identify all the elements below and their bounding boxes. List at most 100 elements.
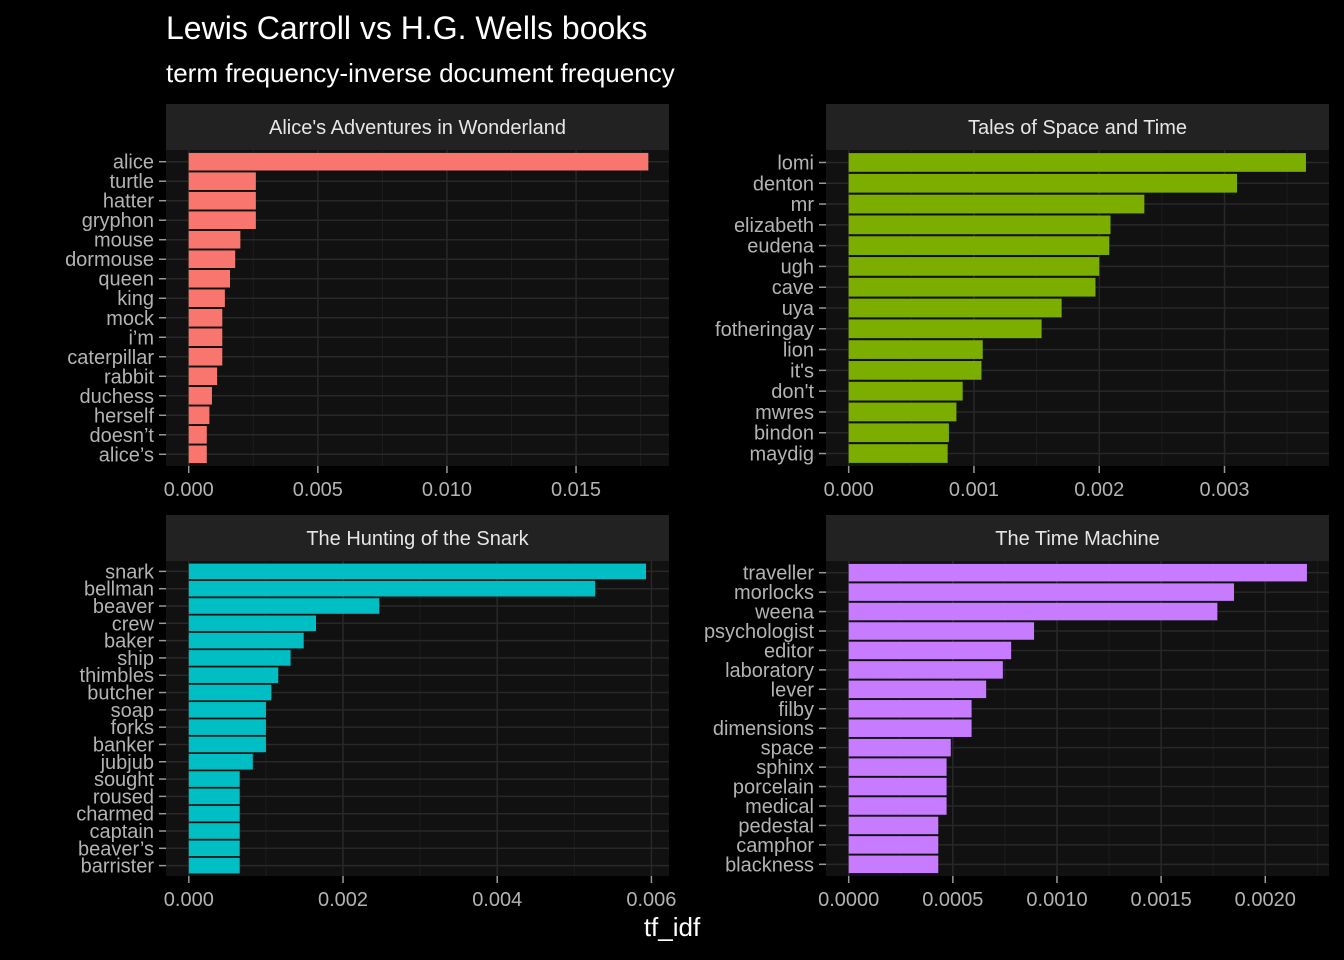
- y-tick-label: bellman: [84, 579, 154, 601]
- bar: [188, 598, 380, 614]
- facet-strip-title: The Time Machine: [995, 528, 1160, 550]
- bar: [848, 738, 951, 757]
- bar: [188, 445, 207, 464]
- bar: [188, 753, 253, 770]
- bar: [188, 771, 240, 787]
- y-tick-label: snark: [105, 561, 155, 583]
- y-tick-label: space: [761, 738, 814, 760]
- facet-panel-2: Tales of Space and Time lomidentonmreliza…: [715, 104, 1329, 501]
- bar: [848, 758, 947, 776]
- bar: [848, 153, 1306, 172]
- facet-strip: [826, 104, 1329, 150]
- y-tick-label: editor: [764, 640, 814, 662]
- y-tick-label: soap: [111, 700, 154, 722]
- bar: [188, 684, 272, 701]
- bar: [848, 236, 1110, 255]
- bar: [188, 152, 649, 171]
- bar: [848, 661, 1003, 679]
- x-tick-label: 0.000: [164, 889, 214, 911]
- bar: [848, 583, 1235, 601]
- y-tick-label: king: [117, 288, 154, 310]
- y-tick-label: filby: [778, 699, 814, 721]
- bar: [188, 172, 256, 190]
- facet-panel-3: The Hunting of the Snarksnarkbellmanbeav…: [76, 515, 676, 911]
- y-tick-label: elizabeth: [734, 215, 814, 237]
- bar: [848, 194, 1145, 214]
- bar: [848, 319, 1042, 339]
- y-tick-label: ugh: [781, 256, 814, 278]
- y-tick-label: mock: [106, 308, 155, 330]
- y-tick-label: denton: [753, 173, 814, 195]
- bar: [848, 855, 939, 874]
- y-tick-label: morlocks: [734, 582, 814, 604]
- bar: [848, 173, 1238, 193]
- x-tick-label: 0.003: [1199, 479, 1249, 501]
- y-tick-label: herself: [94, 405, 154, 427]
- y-tick-label: queen: [98, 269, 154, 291]
- facet-strip: [166, 104, 669, 150]
- y-tick-label: laboratory: [725, 660, 814, 682]
- x-tick-label: 0.0015: [1131, 889, 1192, 911]
- bar: [188, 632, 304, 649]
- bar: [188, 211, 256, 229]
- y-tick-label: eudena: [747, 236, 815, 258]
- y-tick-label: traveller: [743, 563, 814, 585]
- bar: [848, 602, 1218, 621]
- bar: [848, 381, 963, 401]
- bar: [848, 680, 987, 699]
- chart-subtitle: term frequency-inverse document frequenc…: [166, 58, 675, 88]
- y-tick-label: alice’s: [99, 444, 154, 466]
- bar: [188, 563, 647, 580]
- y-tick-label: beaver: [93, 596, 154, 618]
- y-tick-label: maydig: [750, 444, 814, 466]
- x-tick-label: 0.000: [824, 479, 874, 501]
- y-tick-label: doesn’t: [90, 425, 155, 447]
- y-tick-label: hatter: [103, 191, 154, 213]
- bar: [188, 367, 218, 386]
- bar: [188, 269, 231, 288]
- x-tick-label: 0.004: [472, 889, 522, 911]
- bar: [188, 426, 207, 444]
- y-tick-label: dormouse: [65, 249, 154, 271]
- facet-panel-4: The Time Machine travellermorlocksweenaps…: [704, 515, 1329, 911]
- x-tick-label: 0.001: [949, 479, 999, 501]
- bar: [188, 650, 291, 666]
- bar: [848, 444, 948, 463]
- y-tick-label: mouse: [94, 230, 154, 252]
- y-tick-label: cave: [772, 277, 814, 299]
- y-tick-label: caterpillar: [67, 347, 154, 369]
- y-tick-label: lion: [783, 340, 814, 362]
- y-tick-label: rabbit: [104, 366, 154, 388]
- bar: [848, 719, 972, 737]
- y-tick-label: psychologist: [704, 621, 815, 643]
- y-tick-label: forks: [111, 717, 154, 739]
- bar: [848, 700, 972, 718]
- y-tick-label: beaver’s: [78, 838, 154, 860]
- y-tick-label: it's: [790, 360, 814, 382]
- x-axis-label: tf_idf: [643, 912, 701, 942]
- x-tick-label: 0.0010: [1026, 889, 1087, 911]
- x-tick-label: 0.002: [1074, 479, 1124, 501]
- y-tick-label: mr: [791, 194, 815, 216]
- x-tick-label: 0.005: [293, 479, 343, 501]
- y-tick-label: porcelain: [733, 777, 814, 799]
- bar: [848, 402, 957, 422]
- y-tick-label: barrister: [81, 856, 155, 878]
- bar: [848, 298, 1062, 318]
- bar: [188, 702, 266, 718]
- x-tick-label: 0.010: [422, 479, 472, 501]
- y-tick-label: don't: [771, 381, 814, 403]
- y-tick-label: butcher: [87, 683, 154, 705]
- y-tick-label: gryphon: [82, 210, 154, 232]
- y-tick-label: i’m: [128, 327, 154, 349]
- bar: [848, 361, 982, 380]
- bar: [188, 328, 223, 347]
- bar: [188, 347, 223, 366]
- facet-strip: [826, 515, 1329, 561]
- bar: [188, 387, 212, 405]
- bar: [848, 797, 947, 815]
- y-tick-label: ship: [117, 648, 154, 670]
- bar: [848, 777, 947, 796]
- x-tick-label: 0.0020: [1235, 889, 1296, 911]
- y-tick-label: fotheringay: [715, 319, 814, 341]
